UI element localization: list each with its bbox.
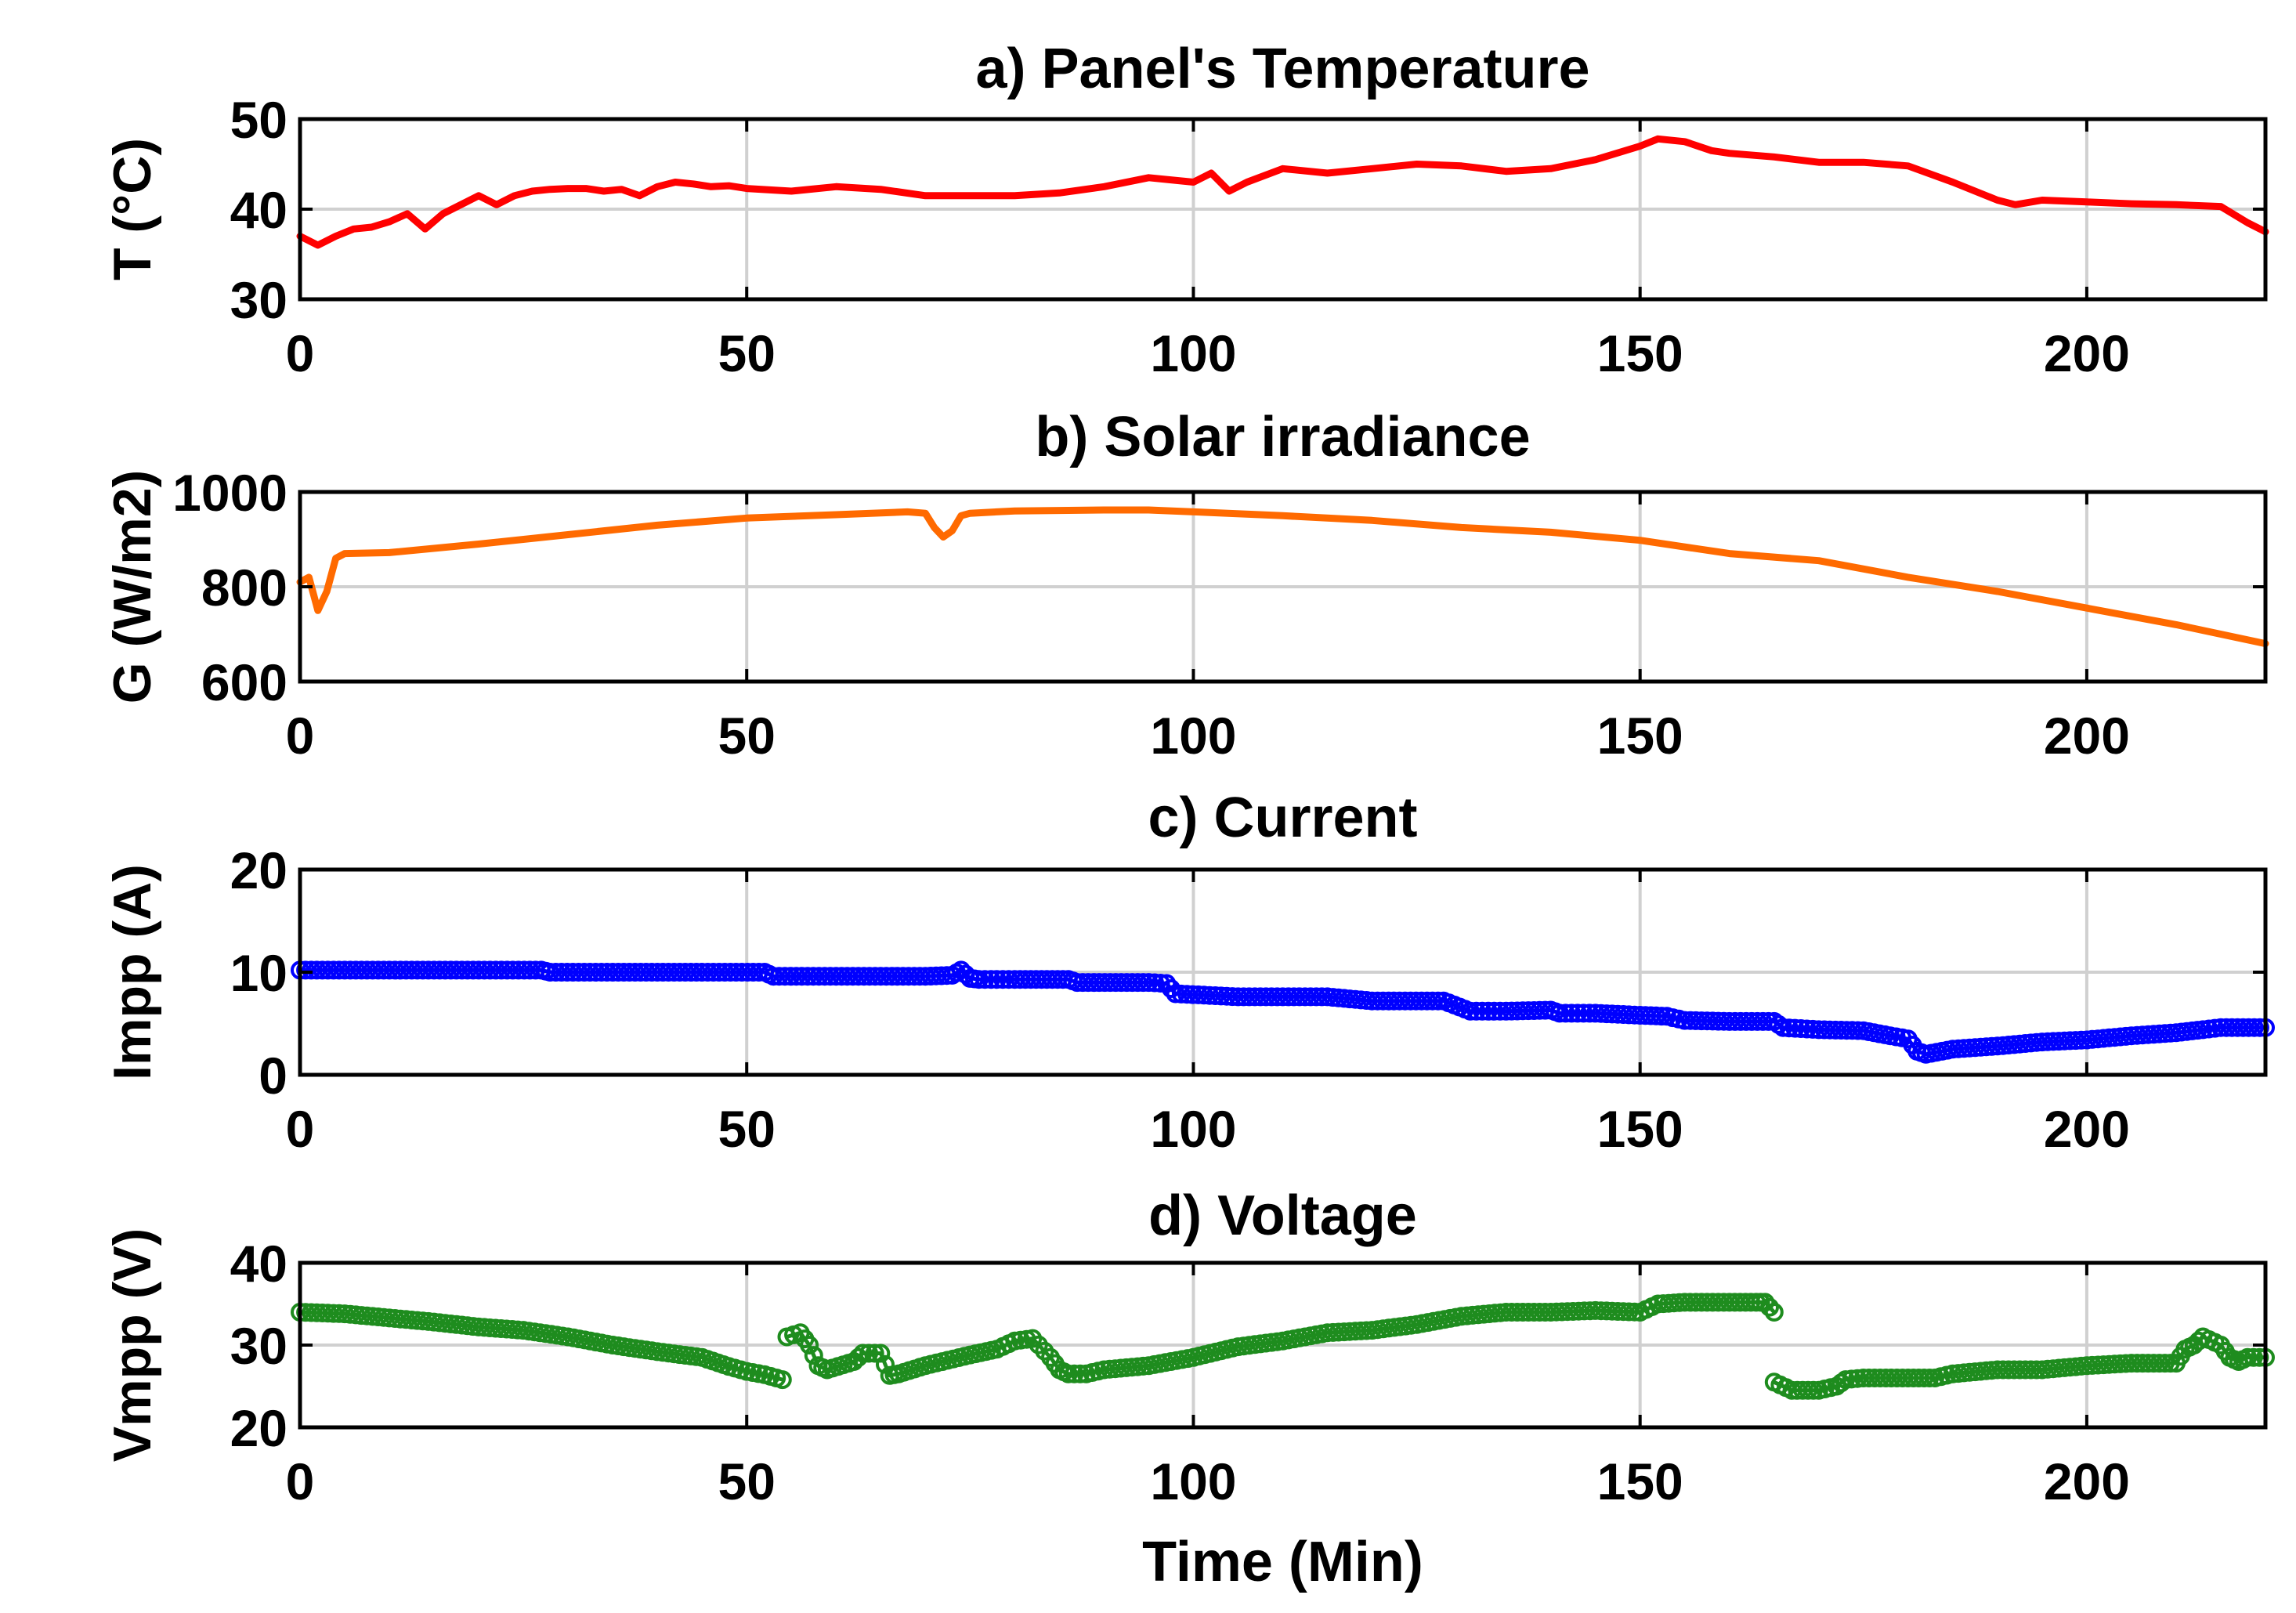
- series-line: [296, 135, 2269, 249]
- data-point: [1161, 979, 1181, 998]
- y-tick-label: 0: [259, 1047, 287, 1105]
- data-point: [2155, 1354, 2175, 1373]
- data-point: [1792, 1019, 1810, 1038]
- data-point: [1071, 1364, 1090, 1383]
- x-tick-label: 200: [2044, 1452, 2130, 1510]
- data-point: [2238, 1347, 2258, 1367]
- data-point: [804, 1346, 823, 1365]
- x-tick-label: 100: [1150, 1100, 1236, 1158]
- data-point: [1134, 973, 1153, 993]
- y-tick-label: 20: [230, 1399, 287, 1457]
- data-point: [1764, 1303, 1784, 1322]
- y-tick-label: 10: [230, 944, 287, 1002]
- x-tick-label: 100: [1150, 707, 1236, 765]
- x-tick-label: 0: [286, 707, 315, 765]
- x-tick-label: 200: [2044, 707, 2130, 765]
- data-point: [1466, 1001, 1486, 1021]
- x-tick-label: 150: [1597, 707, 1683, 765]
- data-point: [848, 1347, 868, 1367]
- y-tick-label: 30: [230, 271, 287, 329]
- data-point: [969, 970, 989, 989]
- y-tick-label: 50: [230, 91, 287, 149]
- data-point: [1625, 1302, 1644, 1322]
- y-tick-label: 30: [230, 1317, 287, 1375]
- panel-title: c) Current: [1148, 787, 1417, 849]
- data-point: [1151, 974, 1170, 993]
- data-point: [1139, 973, 1159, 993]
- x-tick-label: 100: [1150, 324, 1236, 382]
- data-point: [1842, 1369, 1861, 1389]
- data-point: [853, 1344, 873, 1363]
- x-tick-label: 150: [1597, 1452, 1683, 1510]
- data-point: [1484, 1001, 1504, 1021]
- x-tick-label: 0: [286, 1100, 315, 1158]
- data-point: [1619, 1302, 1639, 1322]
- data-point: [1567, 1004, 1587, 1023]
- data-point: [982, 970, 1000, 989]
- data-point: [975, 970, 995, 989]
- x-tick-label: 50: [718, 1100, 776, 1158]
- data-point: [1760, 1297, 1779, 1317]
- data-point: [1562, 1004, 1582, 1023]
- data-point: [772, 1370, 792, 1390]
- data-point: [2244, 1347, 2263, 1367]
- data-point: [1461, 1001, 1480, 1021]
- data-point: [987, 970, 1007, 989]
- x-axis-label: Time (Min): [1142, 1531, 1423, 1593]
- y-tick-label: 1000: [172, 464, 287, 522]
- y-tick-label: 600: [201, 653, 287, 711]
- panel-irradiance: b) Solar irradiance G (W/m2) 0 50 100 150 20…: [103, 406, 2269, 765]
- data-point: [1473, 1001, 1492, 1021]
- x-tick-label: 150: [1597, 1100, 1683, 1158]
- data-point: [1797, 1019, 1817, 1039]
- y-axis-label: Vmpp (V): [103, 1228, 162, 1462]
- x-tick-label: 0: [286, 324, 315, 382]
- data-point: [871, 1344, 891, 1363]
- panel-title: a) Panel's Temperature: [975, 38, 1589, 100]
- data-point: [1145, 973, 1164, 993]
- data-point: [1574, 1004, 1593, 1023]
- y-tick-label: 40: [230, 181, 287, 239]
- data-point: [1550, 1004, 1569, 1023]
- data-point: [1779, 1018, 1799, 1038]
- x-tick-label: 100: [1150, 1452, 1236, 1510]
- y-axis-label: Impp (A): [103, 864, 162, 1080]
- data-point: [1058, 1364, 1078, 1383]
- panel-title: d) Voltage: [1148, 1184, 1417, 1247]
- data-point: [800, 1336, 819, 1354]
- x-tick-label: 50: [718, 707, 776, 765]
- data-point: [859, 1344, 879, 1363]
- y-tick-label: 40: [230, 1235, 287, 1293]
- data-point: [1920, 1369, 1940, 1387]
- y-tick-label: 20: [230, 841, 287, 899]
- x-tick-label: 150: [1597, 324, 1683, 382]
- y-tick-label: 800: [201, 559, 287, 617]
- panel-current: c) Current Impp (A) 0 50 100 150 200 0 10 20: [103, 787, 2275, 1158]
- data-point: [1836, 1370, 1855, 1390]
- data-point: [2244, 1018, 2264, 1037]
- y-axis-label: T (°C): [103, 138, 162, 280]
- data-point: [2250, 1018, 2269, 1037]
- data-point: [865, 1344, 884, 1363]
- data-point: [1785, 1018, 1805, 1038]
- x-tick-label: 50: [718, 1452, 776, 1510]
- data-point: [1803, 1380, 1823, 1400]
- x-tick-label: 0: [286, 1452, 315, 1510]
- data-point: [1065, 1364, 1084, 1383]
- panel-voltage: d) Voltage Vmpp (V) Time (Min) 0 50 100 150…: [103, 1184, 2275, 1593]
- data-point: [1478, 1001, 1498, 1021]
- data-point: [1556, 1004, 1575, 1023]
- panel-temperature: a) Panel's Temperature T (°C) 0 50 100 150 2…: [103, 38, 2269, 382]
- x-tick-label: 50: [718, 324, 776, 382]
- series-line: [296, 506, 2269, 648]
- panel-title: b) Solar irradiance: [1035, 406, 1530, 468]
- y-axis-label: G (W/m2): [103, 470, 162, 703]
- x-tick-label: 200: [2044, 1100, 2130, 1158]
- data-point: [1774, 1018, 1793, 1037]
- x-tick-label: 200: [2044, 324, 2130, 382]
